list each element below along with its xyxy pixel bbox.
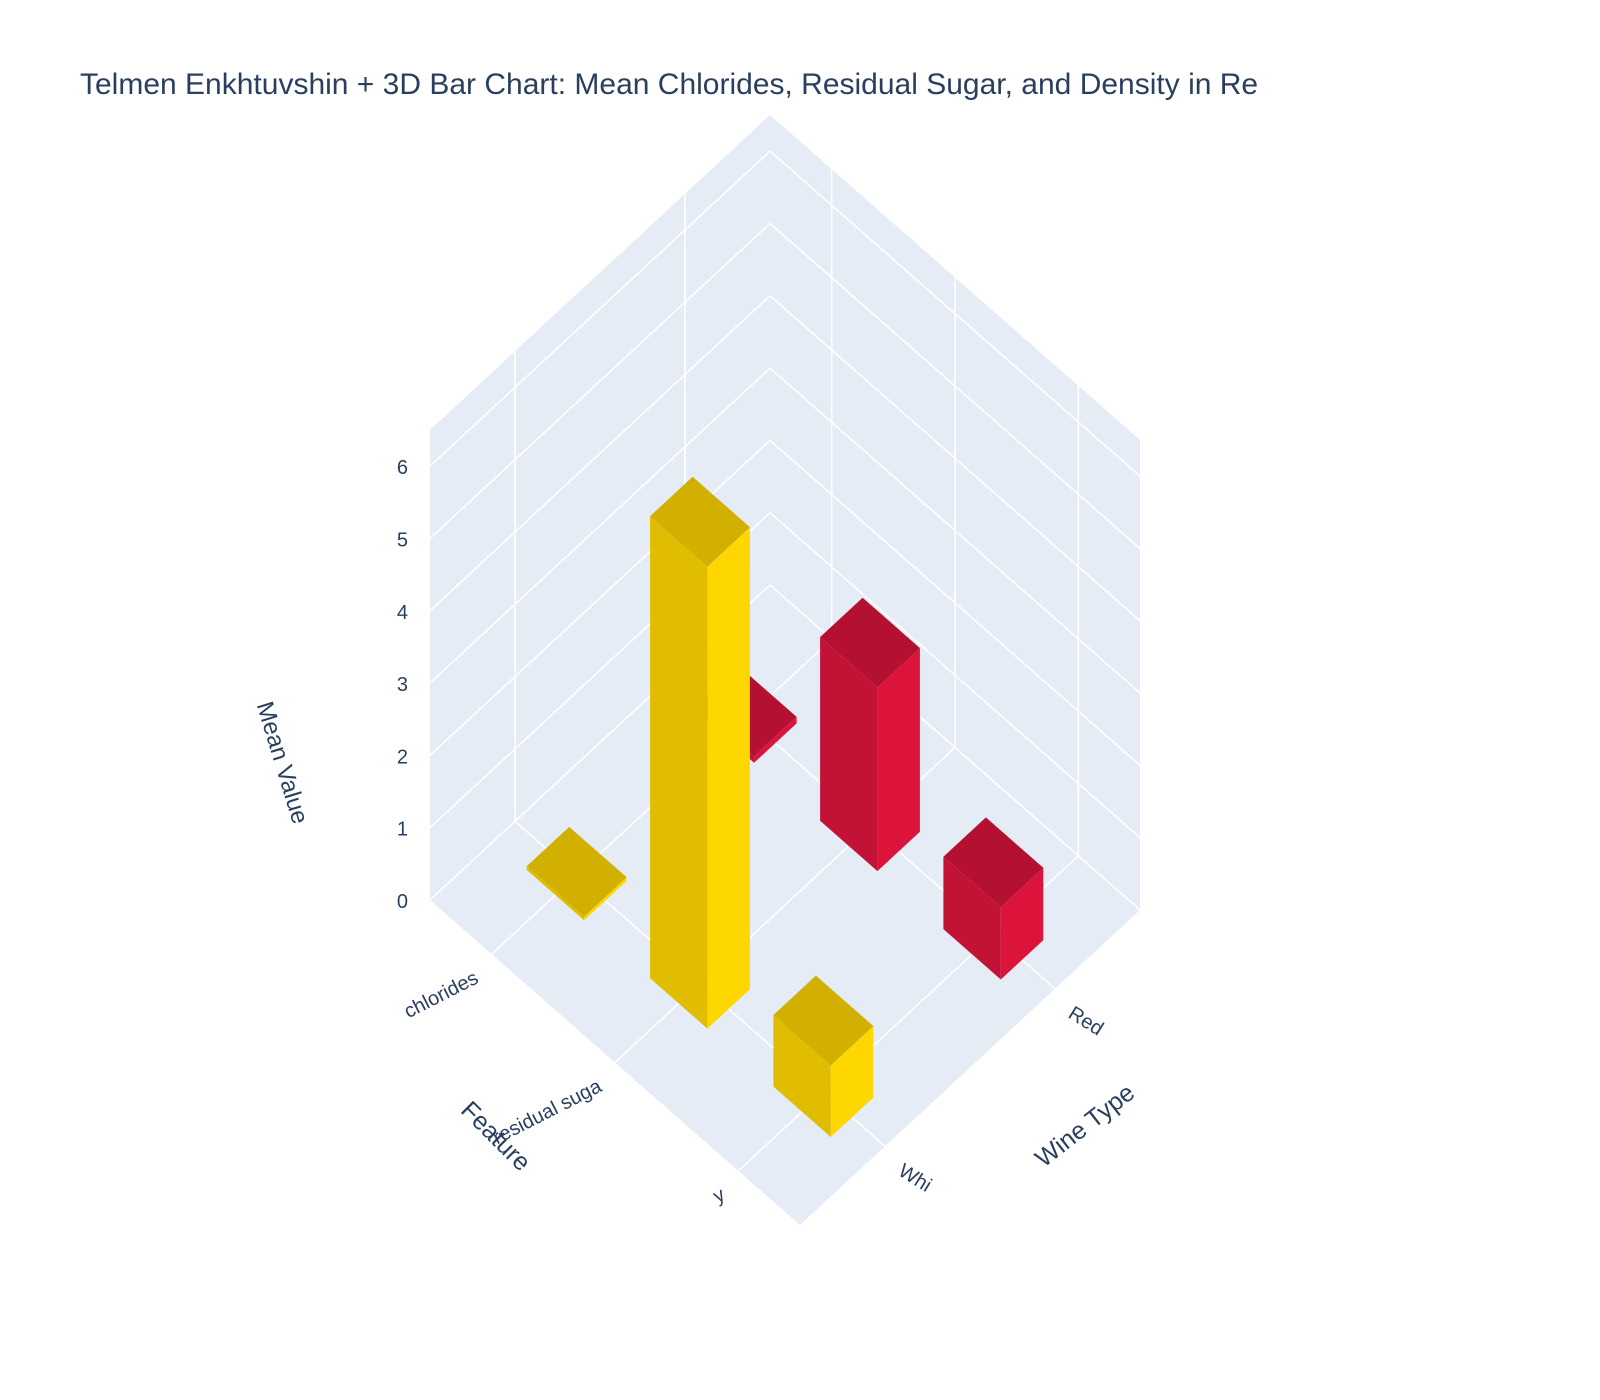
bar-face-right	[830, 1026, 874, 1137]
z-tick-label: 6	[397, 457, 408, 479]
feature-tick-label: y	[710, 1184, 729, 1208]
z-tick-label: 5	[397, 529, 408, 551]
bar-white-residual-sugar	[650, 476, 750, 1029]
bar-face-left	[526, 866, 585, 921]
bar-red-density	[943, 817, 1044, 980]
bars	[526, 476, 1044, 1137]
bar-face-left	[820, 637, 878, 872]
z-axis-title: Mean Value	[251, 698, 314, 827]
bar-face-left	[943, 856, 1001, 980]
bar-red-residual-sugar	[820, 597, 920, 872]
z-tick-label: 0	[397, 891, 408, 913]
z-gridline	[429, 222, 771, 540]
z-gridline	[429, 367, 771, 684]
x-axis-title: Wine Type	[1030, 1078, 1140, 1173]
bar-white-density	[773, 975, 874, 1137]
bar-white-chlorides	[526, 826, 627, 921]
feature-tick-label: chlorides	[401, 967, 482, 1023]
bar-face-top	[943, 817, 1044, 908]
bar-face-right	[1000, 867, 1044, 980]
z-gridline	[429, 295, 771, 612]
bar-face-top	[820, 597, 920, 688]
z-tick-label: 4	[397, 602, 408, 624]
z-gridline	[429, 439, 771, 756]
bar-face-top	[650, 476, 750, 567]
bar-face-right	[707, 527, 750, 1029]
bar-face-right	[754, 716, 797, 763]
chart-title: Telmen Enkhtuvshin + 3D Bar Chart: Mean …	[80, 68, 1259, 101]
z-gridline	[429, 150, 771, 467]
z-tick-label: 1	[397, 819, 408, 841]
bar-face-left	[650, 516, 708, 1029]
z-tick-label: 3	[397, 674, 408, 696]
bar-face-right	[877, 648, 920, 872]
bar-face-right	[584, 877, 627, 921]
type-tick-label: Red	[1064, 1002, 1107, 1040]
bar-face-top	[526, 826, 627, 917]
bar-face-top	[773, 975, 874, 1066]
type-tick-label: Whi	[894, 1160, 935, 1197]
z-tick-label: 2	[397, 746, 408, 768]
bar-face-left	[773, 1015, 831, 1137]
